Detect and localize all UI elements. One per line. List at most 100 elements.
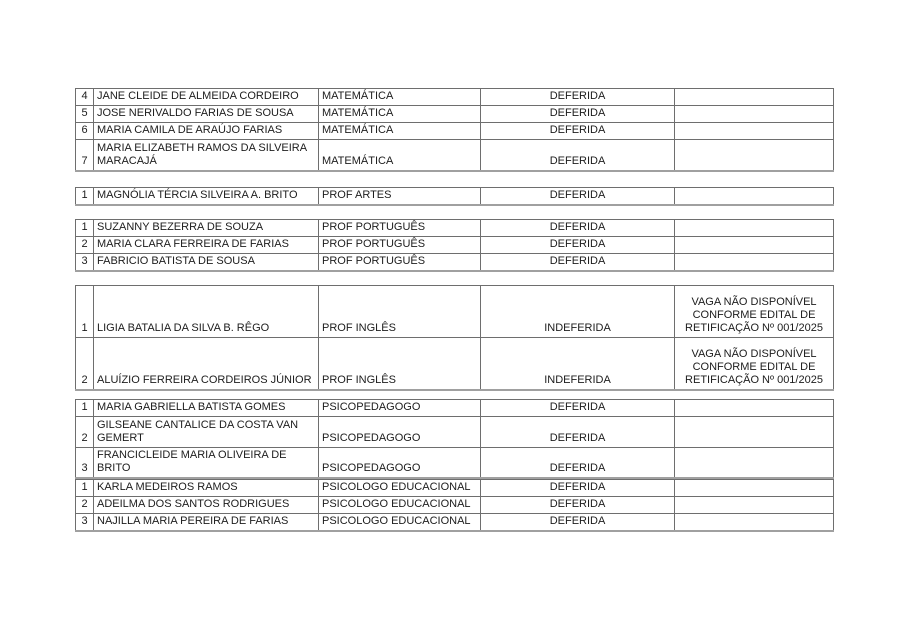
candidate-name-cell: JOSE NERIVALDO FARIAS DE SOUSA xyxy=(93,105,319,123)
observation-cell xyxy=(674,416,834,448)
status-cell: DEFERIDA xyxy=(480,139,675,171)
row-number-cell: 7 xyxy=(75,139,94,171)
table-row: 4 JANE CLEIDE DE ALMEIDA CORDEIRO MATEMÁ… xyxy=(75,88,834,106)
observation-cell xyxy=(674,105,834,123)
table-row: 2 GILSEANE CANTALICE DA COSTA VAN GEMERT… xyxy=(75,416,834,448)
status-cell: DEFERIDA xyxy=(480,253,675,272)
status-cell: INDEFERIDA xyxy=(480,285,675,338)
row-number-cell: 6 xyxy=(75,122,94,140)
table-row: 2 ADEILMA DOS SANTOS RODRIGUES PSICOLOGO… xyxy=(75,496,834,514)
row-number-cell: 2 xyxy=(75,496,94,514)
candidate-name-cell: FRANCICLEIDE MARIA OLIVEIRA DE BRITO xyxy=(93,447,319,479)
candidate-name-cell: ALUÍZIO FERREIRA CORDEIROS JÚNIOR xyxy=(93,337,319,390)
candidate-name-cell: MARIA GABRIELLA BATISTA GOMES xyxy=(93,399,319,417)
table-row: 6 MARIA CAMILA DE ARAÚJO FARIAS MATEMÁTI… xyxy=(75,122,834,140)
table-row: 5 JOSE NERIVALDO FARIAS DE SOUSA MATEMÁT… xyxy=(75,105,834,123)
position-cell: PSICOPEDAGOGO xyxy=(318,399,481,417)
candidate-name-cell: LIGIA BATALIA DA SILVA B. RÊGO xyxy=(93,285,319,338)
status-cell: DEFERIDA xyxy=(480,513,675,532)
status-cell: DEFERIDA xyxy=(480,399,675,417)
table-prof-artes: 1 MAGNÓLIA TÉRCIA SILVEIRA A. BRITO PROF… xyxy=(75,187,834,206)
candidate-name-cell: KARLA MEDEIROS RAMOS xyxy=(93,479,319,497)
observation-cell xyxy=(674,236,834,254)
observation-cell xyxy=(674,187,834,206)
observation-cell: VAGA NÃO DISPONÍVEL CONFORME EDITAL DE R… xyxy=(674,337,834,390)
position-cell: PSICOPEDAGOGO xyxy=(318,416,481,448)
position-cell: PSICOLOGO EDUCACIONAL xyxy=(318,479,481,497)
table-prof-ingles: 1 LIGIA BATALIA DA SILVA B. RÊGO PROF IN… xyxy=(75,285,834,391)
table-row: 1 MAGNÓLIA TÉRCIA SILVEIRA A. BRITO PROF… xyxy=(75,187,834,206)
candidate-name-cell: GILSEANE CANTALICE DA COSTA VAN GEMERT xyxy=(93,416,319,448)
table-psicologo-educacional: 1 KARLA MEDEIROS RAMOS PSICOLOGO EDUCACI… xyxy=(75,479,834,532)
row-number-cell: 3 xyxy=(75,447,94,479)
status-cell: DEFERIDA xyxy=(480,219,675,237)
position-cell: MATEMÁTICA xyxy=(318,122,481,140)
table-row: 3 FRANCICLEIDE MARIA OLIVEIRA DE BRITO P… xyxy=(75,447,834,479)
candidate-name-cell: MARIA CLARA FERREIRA DE FARIAS xyxy=(93,236,319,254)
observation-cell xyxy=(674,88,834,106)
table-row: 1 MARIA GABRIELLA BATISTA GOMES PSICOPED… xyxy=(75,399,834,417)
table-row: 3 FABRICIO BATISTA DE SOUSA PROF PORTUGU… xyxy=(75,253,834,272)
table-prof-portugues: 1 SUZANNY BEZERRA DE SOUZA PROF PORTUGUÊ… xyxy=(75,219,834,272)
position-cell: MATEMÁTICA xyxy=(318,105,481,123)
candidate-name-cell: NAJILLA MARIA PEREIRA DE FARIAS xyxy=(93,513,319,532)
table-row: 2 ALUÍZIO FERREIRA CORDEIROS JÚNIOR PROF… xyxy=(75,337,834,390)
position-cell: PROF PORTUGUÊS xyxy=(318,236,481,254)
row-number-cell: 2 xyxy=(75,337,94,390)
position-cell: PSICOLOGO EDUCACIONAL xyxy=(318,496,481,514)
row-number-cell: 1 xyxy=(75,219,94,237)
position-cell: PROF INGLÊS xyxy=(318,285,481,338)
status-cell: DEFERIDA xyxy=(480,236,675,254)
status-cell: DEFERIDA xyxy=(480,416,675,448)
position-cell: PROF INGLÊS xyxy=(318,337,481,390)
status-cell: DEFERIDA xyxy=(480,105,675,123)
row-number-cell: 2 xyxy=(75,236,94,254)
status-cell: DEFERIDA xyxy=(480,122,675,140)
row-number-cell: 1 xyxy=(75,285,94,338)
table-matematica: 4 JANE CLEIDE DE ALMEIDA CORDEIRO MATEMÁ… xyxy=(75,88,834,172)
status-cell: DEFERIDA xyxy=(480,496,675,514)
table-row: 1 LIGIA BATALIA DA SILVA B. RÊGO PROF IN… xyxy=(75,285,834,338)
position-cell: PROF ARTES xyxy=(318,187,481,206)
observation-cell xyxy=(674,513,834,532)
observation-cell: VAGA NÃO DISPONÍVEL CONFORME EDITAL DE R… xyxy=(674,285,834,338)
observation-cell xyxy=(674,139,834,171)
row-number-cell: 5 xyxy=(75,105,94,123)
candidate-name-cell: ADEILMA DOS SANTOS RODRIGUES xyxy=(93,496,319,514)
observation-cell xyxy=(674,447,834,479)
row-number-cell: 1 xyxy=(75,479,94,497)
table-row: 7 MARIA ELIZABETH RAMOS DA SILVEIRA MARA… xyxy=(75,139,834,171)
table-row: 3 NAJILLA MARIA PEREIRA DE FARIAS PSICOL… xyxy=(75,513,834,532)
table-psicopedagogo: 1 MARIA GABRIELLA BATISTA GOMES PSICOPED… xyxy=(75,399,834,479)
candidate-name-cell: JANE CLEIDE DE ALMEIDA CORDEIRO xyxy=(93,88,319,106)
position-cell: PSICOPEDAGOGO xyxy=(318,447,481,479)
row-number-cell: 1 xyxy=(75,399,94,417)
row-number-cell: 2 xyxy=(75,416,94,448)
position-cell: PROF PORTUGUÊS xyxy=(318,253,481,272)
position-cell: PROF PORTUGUÊS xyxy=(318,219,481,237)
status-cell: DEFERIDA xyxy=(480,187,675,206)
position-cell: MATEMÁTICA xyxy=(318,88,481,106)
observation-cell xyxy=(674,479,834,497)
observation-cell xyxy=(674,219,834,237)
observation-cell xyxy=(674,253,834,272)
candidate-name-cell: MAGNÓLIA TÉRCIA SILVEIRA A. BRITO xyxy=(93,187,319,206)
status-cell: INDEFERIDA xyxy=(480,337,675,390)
row-number-cell: 3 xyxy=(75,253,94,272)
status-cell: DEFERIDA xyxy=(480,479,675,497)
table-row: 2 MARIA CLARA FERREIRA DE FARIAS PROF PO… xyxy=(75,236,834,254)
row-number-cell: 1 xyxy=(75,187,94,206)
row-number-cell: 4 xyxy=(75,88,94,106)
observation-cell xyxy=(674,122,834,140)
status-cell: DEFERIDA xyxy=(480,447,675,479)
candidate-name-cell: MARIA ELIZABETH RAMOS DA SILVEIRA MARACA… xyxy=(93,139,319,171)
table-row: 1 SUZANNY BEZERRA DE SOUZA PROF PORTUGUÊ… xyxy=(75,219,834,237)
observation-cell xyxy=(674,496,834,514)
candidate-name-cell: FABRICIO BATISTA DE SOUSA xyxy=(93,253,319,272)
status-cell: DEFERIDA xyxy=(480,88,675,106)
position-cell: MATEMÁTICA xyxy=(318,139,481,171)
candidate-name-cell: MARIA CAMILA DE ARAÚJO FARIAS xyxy=(93,122,319,140)
candidate-name-cell: SUZANNY BEZERRA DE SOUZA xyxy=(93,219,319,237)
table-row: 1 KARLA MEDEIROS RAMOS PSICOLOGO EDUCACI… xyxy=(75,479,834,497)
